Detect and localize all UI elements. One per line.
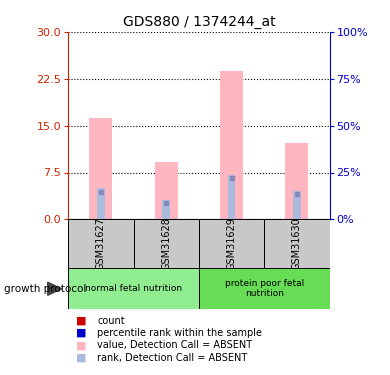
Text: value, Detection Call = ABSENT: value, Detection Call = ABSENT bbox=[98, 340, 253, 350]
Bar bbox=[155, 162, 178, 219]
Bar bbox=[199, 219, 264, 268]
Bar bbox=[97, 188, 105, 219]
Polygon shape bbox=[48, 282, 62, 296]
Text: rank, Detection Call = ABSENT: rank, Detection Call = ABSENT bbox=[98, 353, 248, 363]
Bar bbox=[228, 176, 236, 219]
Bar bbox=[199, 268, 330, 309]
Bar bbox=[162, 200, 170, 219]
Bar bbox=[68, 219, 133, 268]
Text: ■: ■ bbox=[76, 316, 87, 326]
Text: percentile rank within the sample: percentile rank within the sample bbox=[98, 328, 262, 338]
Text: GSM31629: GSM31629 bbox=[227, 217, 237, 270]
Text: growth protocol: growth protocol bbox=[4, 284, 86, 294]
Bar bbox=[293, 191, 301, 219]
Bar bbox=[220, 71, 243, 219]
Bar bbox=[285, 143, 308, 219]
Text: normal fetal nutrition: normal fetal nutrition bbox=[85, 284, 182, 293]
Text: GSM31627: GSM31627 bbox=[96, 217, 106, 270]
Bar bbox=[89, 118, 112, 219]
Text: protein poor fetal
nutrition: protein poor fetal nutrition bbox=[225, 279, 304, 298]
Text: GSM31630: GSM31630 bbox=[292, 217, 302, 270]
Title: GDS880 / 1374244_at: GDS880 / 1374244_at bbox=[122, 15, 275, 30]
Text: ■: ■ bbox=[76, 340, 87, 350]
Text: ■: ■ bbox=[76, 353, 87, 363]
Text: ■: ■ bbox=[76, 328, 87, 338]
Text: GSM31628: GSM31628 bbox=[161, 217, 171, 270]
Bar bbox=[133, 219, 199, 268]
Text: count: count bbox=[98, 316, 125, 326]
Bar bbox=[264, 219, 330, 268]
Bar bbox=[68, 268, 199, 309]
